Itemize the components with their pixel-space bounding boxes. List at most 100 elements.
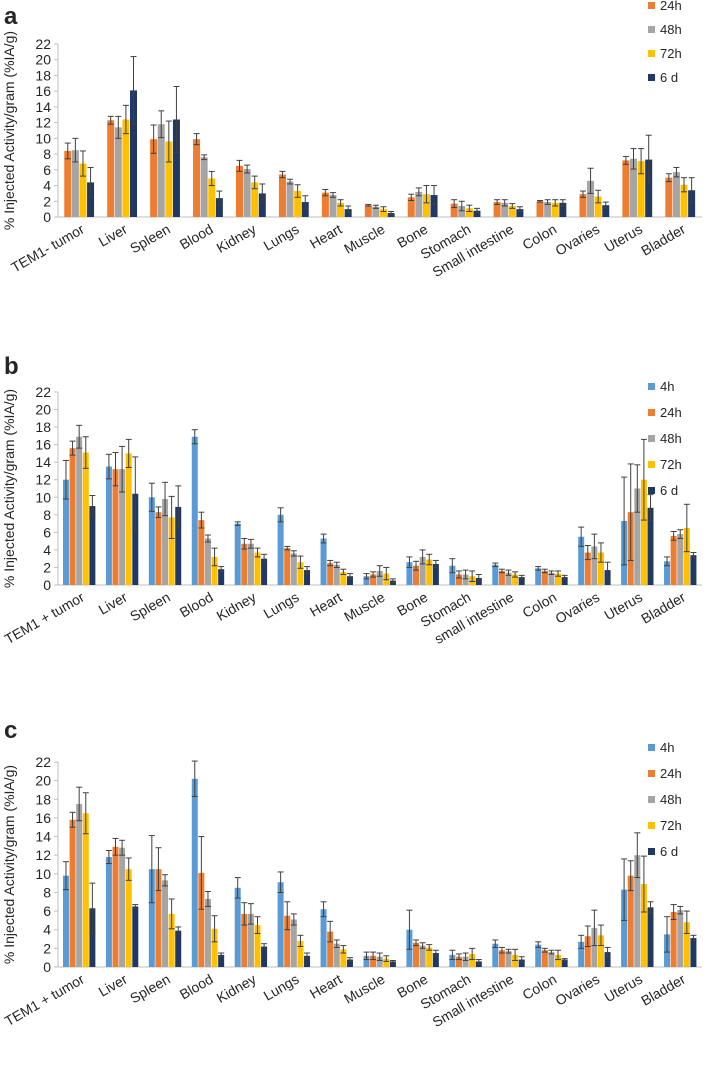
legend-swatch bbox=[648, 2, 655, 9]
y-tick-label: 18 bbox=[35, 67, 51, 83]
x-tick-label: Heart bbox=[307, 221, 345, 252]
bar-c-4h-6 bbox=[320, 909, 327, 967]
bar-a-72h-9 bbox=[465, 208, 473, 217]
bar-b-24h-5 bbox=[284, 548, 291, 585]
bar-c-24h-4 bbox=[241, 913, 248, 967]
bar-a-6d-10 bbox=[516, 209, 524, 217]
bar-a-6d-14 bbox=[688, 190, 696, 217]
bar-c-24h-5 bbox=[284, 915, 291, 967]
y-tick-label: 10 bbox=[35, 130, 51, 146]
bar-c-4h-7 bbox=[363, 955, 370, 967]
legend-swatch bbox=[648, 409, 655, 416]
bar-a-72h-0 bbox=[79, 163, 87, 217]
legend-label: 48h bbox=[660, 792, 682, 807]
bar-b-4h-7 bbox=[363, 576, 370, 585]
bar-a-24h-13 bbox=[622, 160, 630, 217]
legend-label: 72h bbox=[660, 46, 682, 61]
bar-b-48h-5 bbox=[290, 553, 297, 585]
y-tick-label: 10 bbox=[35, 866, 51, 882]
bar-b-72h-13 bbox=[640, 479, 647, 585]
y-tick-label: 0 bbox=[43, 959, 51, 975]
bar-b-6d-5 bbox=[304, 570, 311, 585]
x-tick-label: Liver bbox=[96, 589, 131, 618]
bar-b-6d-1 bbox=[132, 493, 139, 585]
x-tick-label: Kidney bbox=[214, 589, 259, 624]
bar-a-48h-7 bbox=[372, 206, 380, 217]
y-tick-label: 20 bbox=[35, 773, 51, 789]
bar-a-24h-1 bbox=[107, 120, 115, 217]
bar-b-48h-0 bbox=[76, 436, 83, 585]
bar-c-6d-1 bbox=[132, 906, 139, 967]
bar-c-72h-6 bbox=[340, 949, 347, 967]
bar-a-72h-10 bbox=[508, 205, 516, 217]
legend-swatch bbox=[648, 770, 655, 777]
bar-c-24h-0 bbox=[69, 819, 76, 967]
y-tick-label: 6 bbox=[43, 903, 51, 919]
bar-c-72h-5 bbox=[297, 940, 304, 967]
bar-b-72h-1 bbox=[125, 453, 132, 585]
bar-b-6d-11 bbox=[561, 577, 568, 585]
y-tick-label: 4 bbox=[43, 178, 51, 194]
bar-c-72h-0 bbox=[82, 813, 89, 967]
y-tick-label: 18 bbox=[35, 791, 51, 807]
bar-a-48h-1 bbox=[114, 127, 122, 217]
bar-c-4h-3 bbox=[191, 778, 198, 967]
bar-a-72h-4 bbox=[251, 182, 259, 217]
x-tick-label: Uterus bbox=[601, 589, 645, 623]
bar-b-24h-2 bbox=[155, 512, 162, 585]
legend-label: 6 d bbox=[660, 844, 678, 859]
bar-b-48h-9 bbox=[462, 574, 469, 585]
bar-c-4h-11 bbox=[535, 944, 542, 967]
y-tick-label: 6 bbox=[43, 524, 51, 540]
bar-a-72h-12 bbox=[594, 196, 602, 217]
y-tick-label: 16 bbox=[35, 83, 51, 99]
bar-c-24h-2 bbox=[155, 869, 162, 967]
bar-a-72h-11 bbox=[551, 202, 559, 217]
bar-c-48h-13 bbox=[634, 855, 641, 967]
bar-b-72h-0 bbox=[82, 452, 89, 585]
bar-c-72h-2 bbox=[168, 913, 175, 967]
y-tick-label: 12 bbox=[35, 847, 51, 863]
panel-letter: c bbox=[4, 717, 17, 744]
bar-b-6d-4 bbox=[261, 558, 268, 585]
x-tick-label: Muscle bbox=[341, 589, 388, 625]
y-axis-label: % Injected Activity/gram (%IA/g) bbox=[1, 765, 17, 964]
bar-b-4h-9 bbox=[449, 565, 456, 585]
bar-c-72h-8 bbox=[426, 947, 433, 967]
bar-a-24h-0 bbox=[64, 150, 72, 217]
bar-a-48h-12 bbox=[587, 180, 595, 217]
bar-a-72h-13 bbox=[637, 161, 645, 217]
bar-b-48h-2 bbox=[162, 499, 169, 585]
bar-c-72h-13 bbox=[640, 884, 647, 967]
bar-c-48h-9 bbox=[462, 956, 469, 967]
x-tick-label: Lungs bbox=[261, 589, 302, 622]
bar-b-24h-3 bbox=[198, 520, 205, 585]
bar-b-6d-14 bbox=[690, 555, 697, 585]
bar-c-24h-12 bbox=[584, 936, 591, 967]
bar-c-48h-7 bbox=[376, 956, 383, 967]
bar-a-48h-0 bbox=[71, 150, 79, 217]
bar-b-24h-14 bbox=[670, 535, 677, 585]
x-tick-label: Blood bbox=[177, 971, 216, 1003]
legend-swatch bbox=[648, 461, 655, 468]
legend-label: 6 d bbox=[660, 70, 678, 85]
bar-b-48h-1 bbox=[119, 469, 126, 585]
bar-a-6d-5 bbox=[301, 202, 309, 217]
bar-a-6d-9 bbox=[473, 210, 481, 217]
bar-a-48h-8 bbox=[415, 191, 423, 217]
bar-b-48h-13 bbox=[634, 488, 641, 585]
bar-a-72h-2 bbox=[165, 141, 173, 217]
y-tick-label: 0 bbox=[43, 577, 51, 593]
x-tick-label: Ovaries bbox=[552, 971, 602, 1009]
x-tick-label: Kidney bbox=[214, 971, 259, 1006]
bar-c-24h-14 bbox=[670, 912, 677, 967]
bar-b-4h-5 bbox=[277, 514, 284, 585]
bar-c-72h-4 bbox=[254, 925, 261, 967]
bar-c-24h-6 bbox=[327, 931, 334, 967]
bar-c-6d-11 bbox=[561, 959, 568, 967]
bar-a-6d-4 bbox=[258, 193, 266, 217]
bar-c-6d-6 bbox=[346, 959, 353, 967]
bar-b-24h-8 bbox=[413, 565, 420, 585]
bar-a-24h-11 bbox=[536, 201, 544, 217]
bar-c-72h-14 bbox=[683, 922, 690, 967]
